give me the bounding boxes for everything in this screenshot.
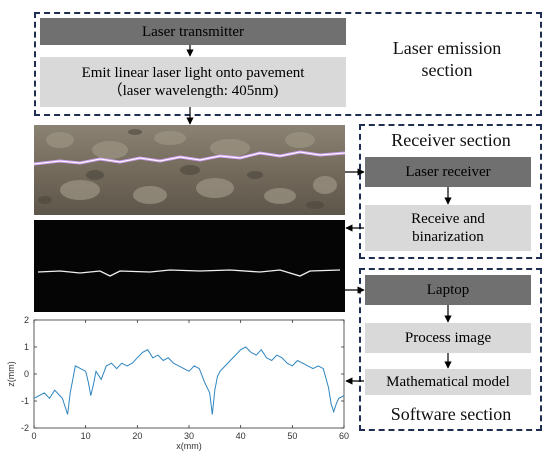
- y-tick-label: 0: [24, 369, 29, 379]
- receive-binarization-line1: Receive and: [411, 211, 485, 227]
- y-tick-label: -1: [21, 396, 29, 406]
- plot-area: [33, 319, 345, 429]
- laser-receiver-box: Laser receiver: [365, 157, 531, 187]
- software-section-label: Software section: [390, 404, 512, 424]
- laser-receiver-label: Laser receiver: [405, 164, 491, 180]
- mathematical-model-box: Mathematical model: [365, 369, 531, 395]
- laser-transmitter-box: Laser transmitter: [40, 18, 346, 45]
- y-tick-label: 2: [24, 315, 29, 325]
- software-section: [359, 268, 542, 431]
- mathematical-model-label: Mathematical model: [386, 374, 510, 390]
- receive-binarization-line2: binarization: [412, 229, 484, 245]
- receive-binarization-box: Receive and binarization: [365, 205, 531, 251]
- emit-laser-box: Emit linear laser light onto pavement （l…: [40, 57, 346, 107]
- laser-emission-label: Laser emission section: [372, 37, 522, 81]
- laptop-label: Laptop: [426, 282, 470, 298]
- laptop-box: Laptop: [365, 275, 531, 305]
- receiver-section-label: Receiver section: [391, 130, 511, 150]
- emit-laser-line2: （laser wavelength: 405nm): [107, 83, 279, 99]
- x-tick-label: 40: [236, 431, 246, 441]
- x-tick-label: 30: [184, 431, 194, 441]
- process-image-label: Process image: [404, 330, 492, 346]
- emit-laser-line1: Emit linear laser light onto pavement: [81, 65, 305, 81]
- laser-transmitter-label: Laser transmitter: [141, 23, 245, 40]
- laser-emission-section: [34, 12, 542, 116]
- laser-emission-label-line2: section: [421, 60, 473, 80]
- y-axis-label: z(mm): [6, 361, 16, 387]
- x-tick-label: 0: [31, 431, 36, 441]
- x-axis-label: x(mm): [176, 441, 202, 451]
- x-tick-label: 10: [81, 431, 91, 441]
- x-tick-label: 60: [339, 431, 349, 441]
- x-tick-label: 50: [287, 431, 297, 441]
- x-tick-label: 20: [132, 431, 142, 441]
- receiver-section: [359, 124, 542, 259]
- process-image-box: Process image: [365, 323, 531, 353]
- y-tick-label: -2: [21, 423, 29, 433]
- y-tick-label: 1: [24, 342, 29, 352]
- profile-line: [33, 346, 345, 415]
- laser-emission-label-line1: Laser emission: [392, 38, 502, 58]
